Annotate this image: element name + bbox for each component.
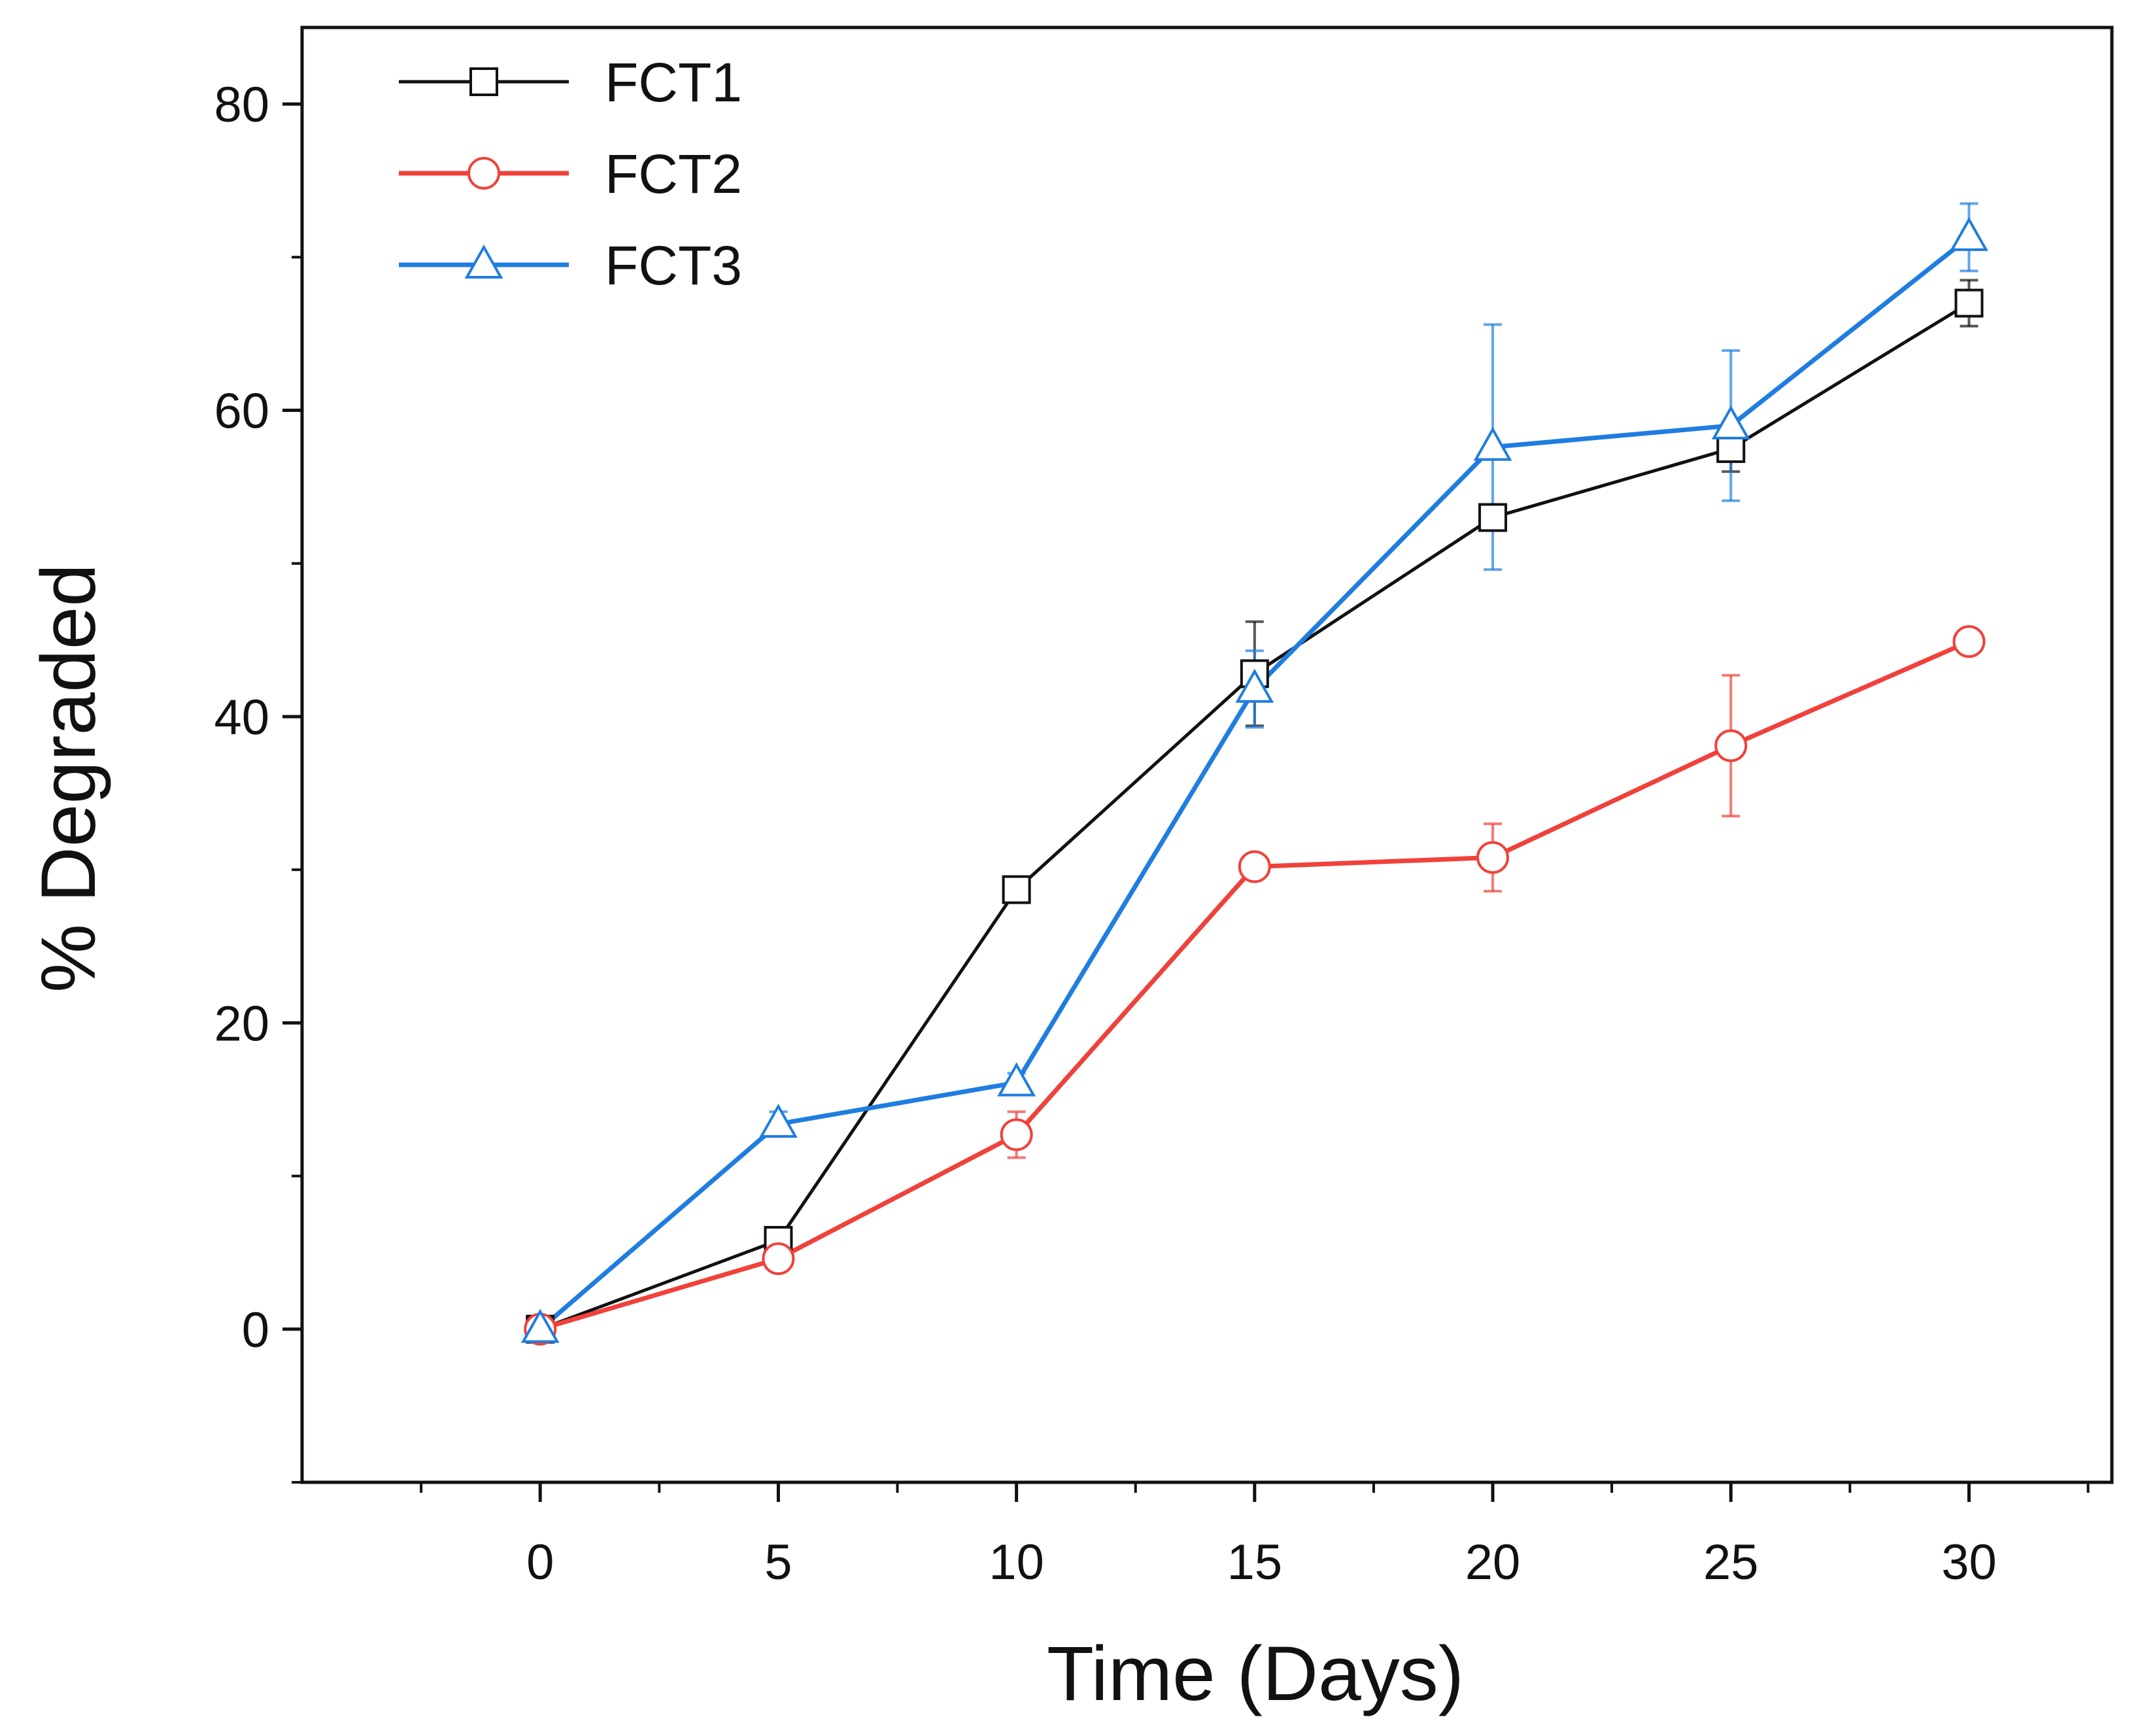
marker-fct3 <box>1711 405 1750 439</box>
marker-fct2 <box>1714 729 1748 762</box>
x-tick-label: 25 <box>1703 1535 1759 1590</box>
legend-marker-fct1 <box>469 67 498 96</box>
plot-border <box>300 26 2114 1484</box>
x-tick-label: 15 <box>1227 1535 1283 1590</box>
legend-label-fct3: FCT3 <box>605 235 742 296</box>
marker-fct2 <box>1952 625 1986 658</box>
y-tick-label: 80 <box>214 77 269 133</box>
marker-fct2 <box>762 1242 795 1276</box>
marker-fct3 <box>997 1062 1036 1097</box>
series-markers <box>520 216 1988 1346</box>
marker-fct2 <box>1000 1118 1033 1151</box>
x-tick-label: 20 <box>1465 1535 1521 1590</box>
plot-frame <box>300 26 2114 1484</box>
marker-fct3 <box>1473 426 1512 461</box>
y-axis-title: % Degraded <box>25 564 112 993</box>
legend-label-fct2: FCT2 <box>605 143 742 205</box>
x-tick-label: 10 <box>989 1535 1044 1590</box>
marker-fct3 <box>758 1103 798 1138</box>
axis-ticks <box>282 102 2090 1502</box>
x-tick-label: 30 <box>1941 1535 1997 1590</box>
marker-fct3 <box>1235 668 1274 703</box>
marker-fct1 <box>1716 434 1746 464</box>
marker-fct1 <box>1478 503 1508 532</box>
y-tick-label: 0 <box>242 1302 269 1358</box>
legend-marker-fct2 <box>467 157 500 190</box>
marker-fct2 <box>1476 841 1510 874</box>
x-axis-title: Time (Days) <box>1047 1631 1464 1717</box>
axis-tick-labels: 0 5 10 15 20 25 30 0 20 40 60 80 <box>214 77 1996 1590</box>
legend-marker-fct3 <box>464 244 503 279</box>
x-tick-label: 0 <box>526 1535 554 1590</box>
marker-fct2 <box>1238 850 1271 883</box>
x-tick-label: 5 <box>764 1535 792 1590</box>
marker-fct1 <box>1002 875 1031 904</box>
legend: FCT1 FCT2 FCT3 <box>399 52 742 296</box>
legend-label-fct1: FCT1 <box>605 52 742 113</box>
marker-fct3 <box>520 1308 560 1343</box>
marker-fct3 <box>1950 216 1988 251</box>
y-tick-label: 60 <box>214 384 269 439</box>
marker-fct1 <box>1954 288 1984 318</box>
y-tick-label: 40 <box>214 690 269 745</box>
y-tick-label: 20 <box>214 996 269 1051</box>
